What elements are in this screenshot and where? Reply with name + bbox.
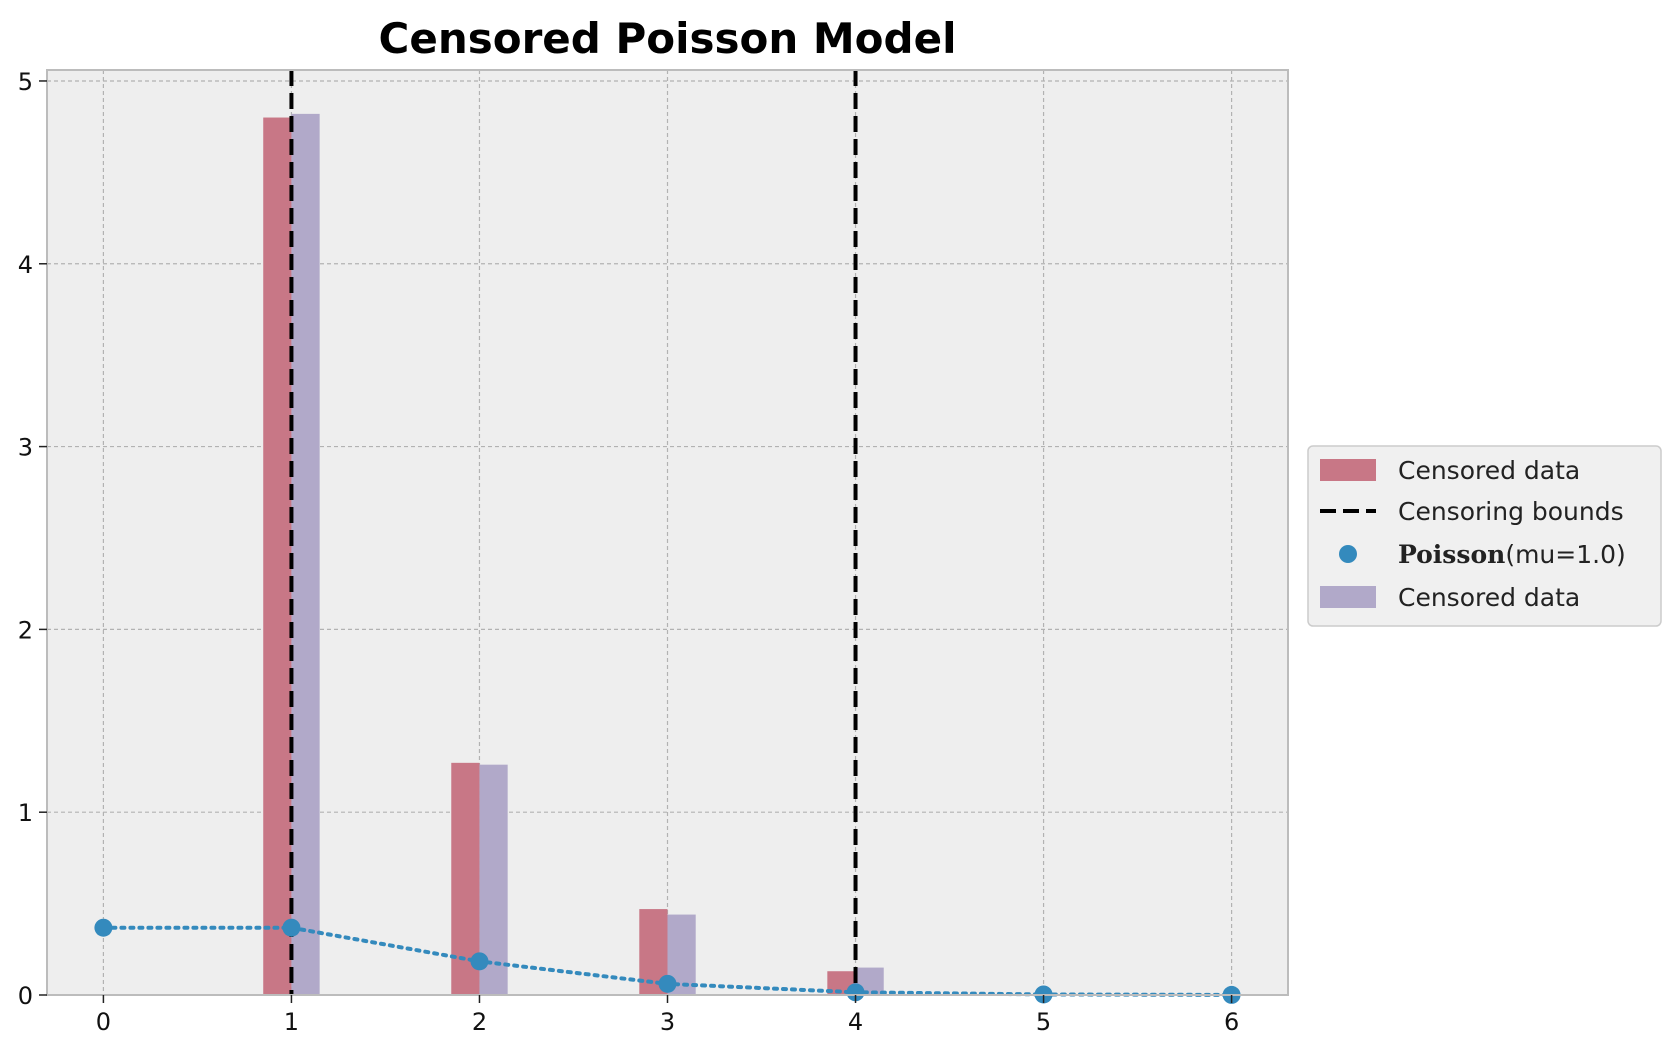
- x-tick-label: 1: [284, 1008, 299, 1036]
- y-tick-label: 5: [18, 68, 33, 96]
- bar: [263, 117, 292, 995]
- x-axis: 0 1 2 3 4 5 6: [96, 995, 1239, 1036]
- y-tick-label: 0: [18, 982, 33, 1010]
- poisson-point: [470, 952, 489, 971]
- legend-box: [1307, 445, 1662, 627]
- x-tick-label: 0: [96, 1008, 111, 1036]
- bars: [263, 113, 884, 995]
- y-tick-label: 4: [18, 251, 33, 279]
- legend: Censored data Censoring bounds Poisson(mu=…: [1307, 445, 1662, 627]
- x-tick-label: 5: [1036, 1008, 1051, 1036]
- legend-swatch: [1339, 545, 1357, 563]
- poisson-point: [658, 974, 677, 993]
- y-tick-label: 2: [18, 616, 33, 644]
- censoring-bounds: [289, 70, 858, 995]
- y-axis: 0 1 2 3 4 5: [18, 68, 47, 1010]
- bar: [291, 113, 320, 995]
- chart-title: Censored Poisson Model: [379, 14, 957, 63]
- x-tick-label: 6: [1224, 1008, 1239, 1036]
- poisson-point: [846, 983, 865, 1002]
- y-tick-label: 1: [18, 799, 33, 827]
- x-tick-label: 4: [848, 1008, 863, 1036]
- legend-label: Poisson(mu=1.0): [1398, 540, 1626, 569]
- legend-swatch: [1320, 459, 1376, 481]
- x-tick-label: 3: [660, 1008, 675, 1036]
- y-tick-label: 3: [18, 434, 33, 462]
- legend-label: Censored data: [1398, 583, 1580, 612]
- legend-swatch: [1320, 586, 1376, 608]
- poisson-point: [94, 918, 113, 937]
- x-tick-label: 2: [472, 1008, 487, 1036]
- legend-label: Censored data: [1398, 456, 1580, 485]
- legend-label: Censoring bounds: [1398, 497, 1624, 526]
- poisson-point: [282, 918, 301, 937]
